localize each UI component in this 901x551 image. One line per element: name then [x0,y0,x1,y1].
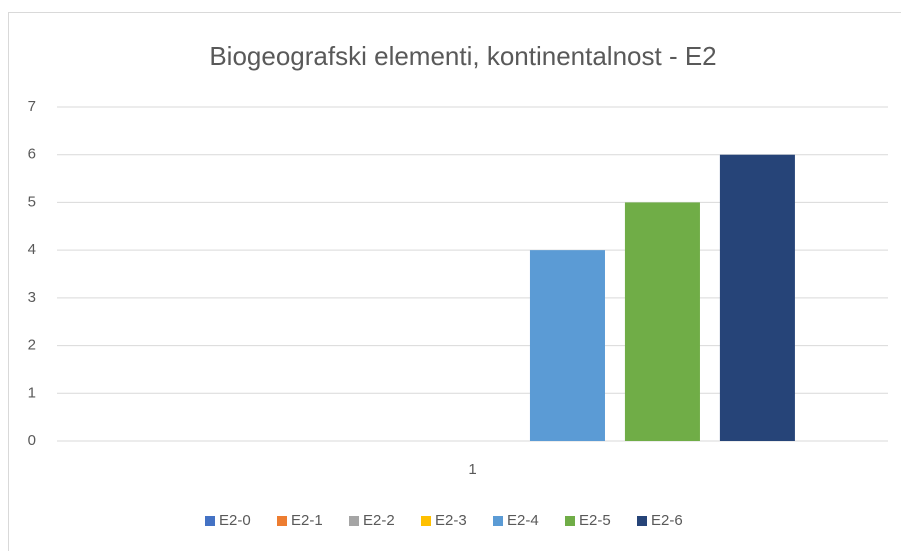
y-tick-label: 5 [28,193,36,210]
bar [529,250,605,441]
y-tick-label: 2 [28,337,36,354]
legend-swatch [421,516,431,526]
legend-swatch [565,516,575,526]
legend-swatch [493,516,503,526]
legend-swatch [277,516,287,526]
y-tick-label: 7 [28,98,36,115]
bar [719,154,795,441]
legend-label: E2-6 [651,512,683,529]
legend-swatch [205,516,215,526]
y-tick-label: 3 [28,289,36,306]
legend-label: E2-2 [363,512,395,529]
legend-label: E2-1 [291,512,323,529]
legend-label: E2-4 [507,512,539,529]
legend-label: E2-5 [579,512,611,529]
y-tick-label: 6 [28,146,36,163]
y-tick-label: 4 [28,241,36,258]
legend-swatch [637,516,647,526]
y-tick-label: 0 [28,432,36,449]
y-tick-label: 1 [28,384,36,401]
chart-title: Biogeografski elementi, kontinentalnost … [209,41,716,71]
legend-swatch [349,516,359,526]
legend-label: E2-0 [219,512,251,529]
x-tick-label: 1 [468,461,476,478]
legend-label: E2-3 [435,512,467,529]
bar [624,202,700,441]
